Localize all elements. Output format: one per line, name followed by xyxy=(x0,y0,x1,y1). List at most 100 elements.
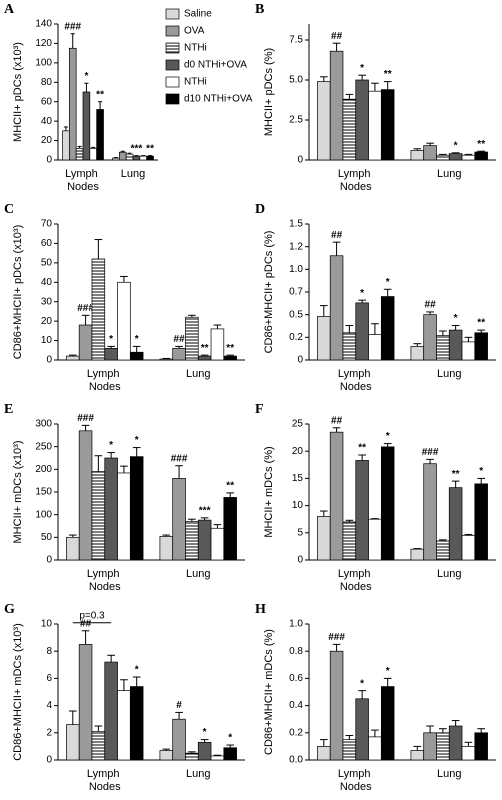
significance-label: * xyxy=(360,288,364,299)
x-tick-label: Lung xyxy=(437,768,461,780)
legend-label: d10 NTHi+OVA xyxy=(184,94,253,105)
bar xyxy=(317,81,331,161)
y-tick-label: 70 xyxy=(41,219,53,230)
bar xyxy=(342,98,357,161)
bar xyxy=(91,471,106,561)
y-tick-label: 0.2 xyxy=(289,727,303,738)
x-tick-label: Lung xyxy=(186,768,210,780)
bar xyxy=(423,463,437,561)
bar xyxy=(423,145,437,161)
y-tick-label: 10 xyxy=(292,500,304,511)
bar xyxy=(197,741,212,761)
bar xyxy=(197,355,212,361)
legend-label: Saline xyxy=(184,9,212,20)
bar xyxy=(82,91,91,161)
bar xyxy=(329,255,344,361)
bar xyxy=(129,456,144,561)
significance-label: ** xyxy=(477,139,485,150)
bar xyxy=(185,521,199,561)
y-tick-label: 250 xyxy=(35,441,52,452)
significance-label: * xyxy=(386,277,390,288)
bar xyxy=(104,457,118,561)
bar xyxy=(355,698,369,761)
bar xyxy=(329,650,344,761)
bar xyxy=(436,335,450,361)
bar xyxy=(118,151,127,161)
bar xyxy=(117,690,131,761)
significance-label: ** xyxy=(452,469,460,480)
bar xyxy=(78,430,93,561)
y-tick-label: 0 xyxy=(297,355,303,366)
bar xyxy=(132,155,141,161)
significance-label: *** xyxy=(131,143,143,154)
y-tick-label: 10 xyxy=(41,335,53,346)
y-axis-label: MHCII+ mDCs (x10³) xyxy=(12,441,24,544)
y-tick-label: 0 xyxy=(46,155,52,166)
y-tick-label: 30 xyxy=(41,296,53,307)
significance-label: * xyxy=(360,678,364,689)
y-tick-label: 7.5 xyxy=(289,35,303,46)
panel-label: D xyxy=(255,202,265,217)
y-tick-label: 1.5 xyxy=(289,219,303,230)
bar xyxy=(104,661,118,761)
x-tick-label: Lymph Nodes xyxy=(87,568,123,593)
y-axis-label: CD86+MHCII+ pDCs (%) xyxy=(263,231,275,354)
bar xyxy=(185,752,199,761)
x-tick-label: Lymph Nodes xyxy=(87,368,123,393)
significance-label: ## xyxy=(80,618,92,629)
significance-label: ** xyxy=(146,143,154,154)
bar xyxy=(210,328,225,361)
y-axis-label: CD86+MHCII+ mDCs (x10³) xyxy=(12,623,24,761)
y-tick-label: 60 xyxy=(41,238,53,249)
significance-label: ** xyxy=(477,318,485,329)
y-tick-label: 50 xyxy=(41,257,53,268)
bar xyxy=(317,316,331,361)
y-tick-label: 6 xyxy=(46,673,52,684)
legend-swatch xyxy=(165,42,180,54)
y-tick-label: 0.5 xyxy=(289,309,303,320)
significance-label: ** xyxy=(201,343,209,354)
bar xyxy=(410,150,425,161)
panel-label: H xyxy=(255,602,266,617)
bar xyxy=(410,346,425,361)
bar xyxy=(368,334,382,361)
y-tick-label: 0.7 xyxy=(289,287,303,298)
x-tick-label: Lymph Nodes xyxy=(338,768,374,793)
bar xyxy=(329,431,344,561)
y-tick-label: 20 xyxy=(41,316,53,327)
significance-label: * xyxy=(84,71,88,82)
y-tick-label: 40 xyxy=(41,116,53,127)
bar xyxy=(223,355,237,361)
bar xyxy=(62,130,70,161)
bar xyxy=(68,47,77,161)
bar xyxy=(75,147,84,161)
y-tick-label: 2 xyxy=(46,727,52,738)
significance-label: ### xyxy=(77,303,94,314)
bar xyxy=(461,535,476,561)
legend-swatch xyxy=(165,76,180,88)
bar xyxy=(436,154,450,161)
bar xyxy=(474,332,488,361)
significance-label: * xyxy=(386,431,390,442)
significance-label: * xyxy=(479,466,483,477)
bar xyxy=(66,355,80,361)
y-tick-label: 5 xyxy=(297,527,303,538)
significance-label: ## xyxy=(331,415,343,426)
legend-swatch xyxy=(165,8,180,20)
significance-label: # xyxy=(176,700,182,711)
x-tick-label: Lung xyxy=(437,368,461,380)
significance-label: ** xyxy=(358,443,366,454)
y-tick-label: 50 xyxy=(41,532,53,543)
y-tick-label: 300 xyxy=(35,419,52,430)
bar xyxy=(159,358,174,361)
bar xyxy=(380,89,395,161)
significance-label: ** xyxy=(226,481,234,492)
bar xyxy=(185,316,199,361)
bar xyxy=(172,718,186,761)
y-tick-label: 15 xyxy=(292,473,304,484)
bar xyxy=(410,548,425,561)
bar xyxy=(172,478,186,561)
bar xyxy=(172,347,186,361)
y-tick-label: 0.2 xyxy=(289,332,303,343)
